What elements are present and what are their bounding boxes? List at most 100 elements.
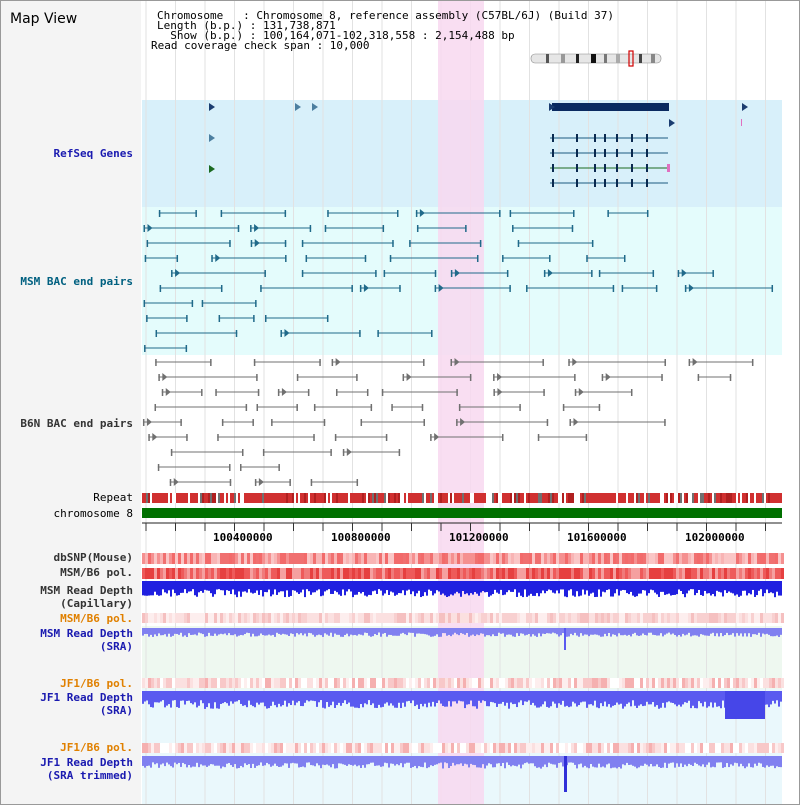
heat-cell — [634, 613, 637, 623]
depth-bar — [182, 581, 184, 593]
depth-bar — [206, 691, 208, 708]
heat-cell — [502, 568, 505, 579]
heat-cell — [676, 743, 679, 753]
repeat-element — [484, 493, 486, 503]
depth-bar — [552, 756, 554, 765]
depth-bar — [536, 756, 538, 768]
heat-cell — [463, 613, 466, 623]
heat-cell — [430, 553, 433, 564]
bac-end — [712, 270, 714, 277]
heat-cell — [301, 678, 304, 688]
depth-bar — [490, 581, 492, 596]
depth-bar — [304, 691, 306, 703]
heat-cell — [496, 553, 499, 564]
depth-bar — [512, 628, 514, 637]
heat-cell — [199, 553, 202, 564]
track-label-jf1-b6-pol[interactable]: JF1/B6 pol. — [60, 677, 133, 690]
depth-bar — [632, 756, 634, 766]
track-label-msm-bac[interactable]: MSM BAC end pairs — [20, 275, 133, 288]
bac-end — [281, 388, 287, 396]
heat-cell — [376, 553, 379, 564]
depth-bar — [640, 628, 642, 636]
heat-cell — [550, 678, 553, 688]
heat-cell — [712, 743, 715, 753]
heat-cell — [250, 568, 253, 579]
depth-bar — [670, 756, 672, 763]
heat-cell — [640, 613, 643, 623]
bac-end — [284, 240, 287, 247]
heat-cell — [571, 743, 574, 753]
heat-cell — [652, 568, 655, 579]
heat-cell — [391, 553, 394, 564]
repeat-element — [668, 493, 670, 503]
depth-bar — [448, 691, 450, 702]
track-label-msm-depth-capillary[interactable]: MSM Read Depth (Capillary) — [40, 584, 133, 610]
track-label-jf1-b6-pol-2[interactable]: JF1/B6 pol. — [60, 741, 133, 754]
depth-bar — [562, 756, 564, 767]
depth-bar — [202, 581, 204, 593]
depth-bar — [738, 628, 740, 636]
heat-cell — [442, 678, 445, 688]
heat-cell — [328, 553, 331, 564]
bac-end — [392, 240, 394, 247]
depth-bar — [328, 628, 330, 636]
refseq-exon — [594, 134, 596, 142]
depth-bar — [150, 756, 152, 768]
track-label-msm-b6-pol-2[interactable]: MSM/B6 pol. — [60, 612, 133, 625]
track-label-refseq[interactable]: RefSeq Genes — [53, 147, 133, 160]
heat-cell — [523, 678, 526, 688]
heat-cell — [250, 678, 253, 688]
heat-cell — [388, 743, 391, 753]
heat-cell — [625, 613, 628, 623]
heat-cell — [610, 678, 613, 688]
depth-bar — [500, 581, 502, 590]
depth-bar — [164, 691, 166, 708]
heat-cell — [208, 553, 211, 564]
heat-cell — [160, 613, 163, 623]
heat-cell — [352, 613, 355, 623]
repeat-element — [576, 493, 578, 503]
depth-bar — [346, 581, 348, 592]
refseq-gene — [209, 134, 215, 142]
repeat-element — [534, 493, 536, 503]
depth-bar — [606, 628, 608, 637]
depth-bar — [152, 756, 154, 763]
heat-cell — [154, 568, 157, 579]
heat-cell — [391, 743, 394, 753]
heat-cell — [406, 553, 409, 564]
depth-bar — [262, 581, 264, 597]
depth-bar — [568, 581, 570, 591]
depth-bar — [482, 756, 484, 765]
track-label-msm-depth-sra[interactable]: MSM Read Depth (SRA) — [40, 627, 133, 653]
track-label-repeat[interactable]: Repeat — [93, 491, 133, 504]
track-label-b6n-bac[interactable]: B6N BAC end pairs — [20, 417, 133, 430]
depth-bar — [392, 756, 394, 764]
depth-bar — [436, 581, 438, 591]
depth-bar — [540, 691, 542, 707]
track-label-dbsnp[interactable]: dbSNP(Mouse) — [53, 551, 133, 564]
heat-cell — [523, 553, 526, 564]
heat-cell — [628, 678, 631, 688]
heat-cell — [472, 613, 475, 623]
depth-bar — [198, 756, 200, 768]
heat-cell — [748, 568, 751, 579]
depth-bar — [506, 581, 508, 593]
heat-cell — [775, 678, 778, 688]
depth-bar — [686, 691, 688, 703]
heat-cell — [235, 553, 238, 564]
repeat-element — [148, 493, 150, 503]
heat-cell — [283, 678, 286, 688]
track-label-jf1-depth-trimmed[interactable]: JF1 Read Depth (SRA trimmed) — [40, 756, 133, 782]
depth-bar — [738, 581, 740, 597]
heat-cell — [478, 743, 481, 753]
track-label-jf1-depth-sra[interactable]: JF1 Read Depth (SRA) — [40, 691, 133, 717]
track-label-chromosome[interactable]: chromosome 8 — [53, 507, 133, 520]
track-label-msm-b6-pol[interactable]: MSM/B6 pol. — [60, 566, 133, 579]
depth-bar — [670, 691, 672, 703]
heat-cell — [658, 553, 661, 564]
depth-bar — [368, 691, 370, 701]
heat-cell — [643, 613, 646, 623]
depth-bar — [340, 756, 342, 764]
depth-bar — [188, 756, 190, 766]
